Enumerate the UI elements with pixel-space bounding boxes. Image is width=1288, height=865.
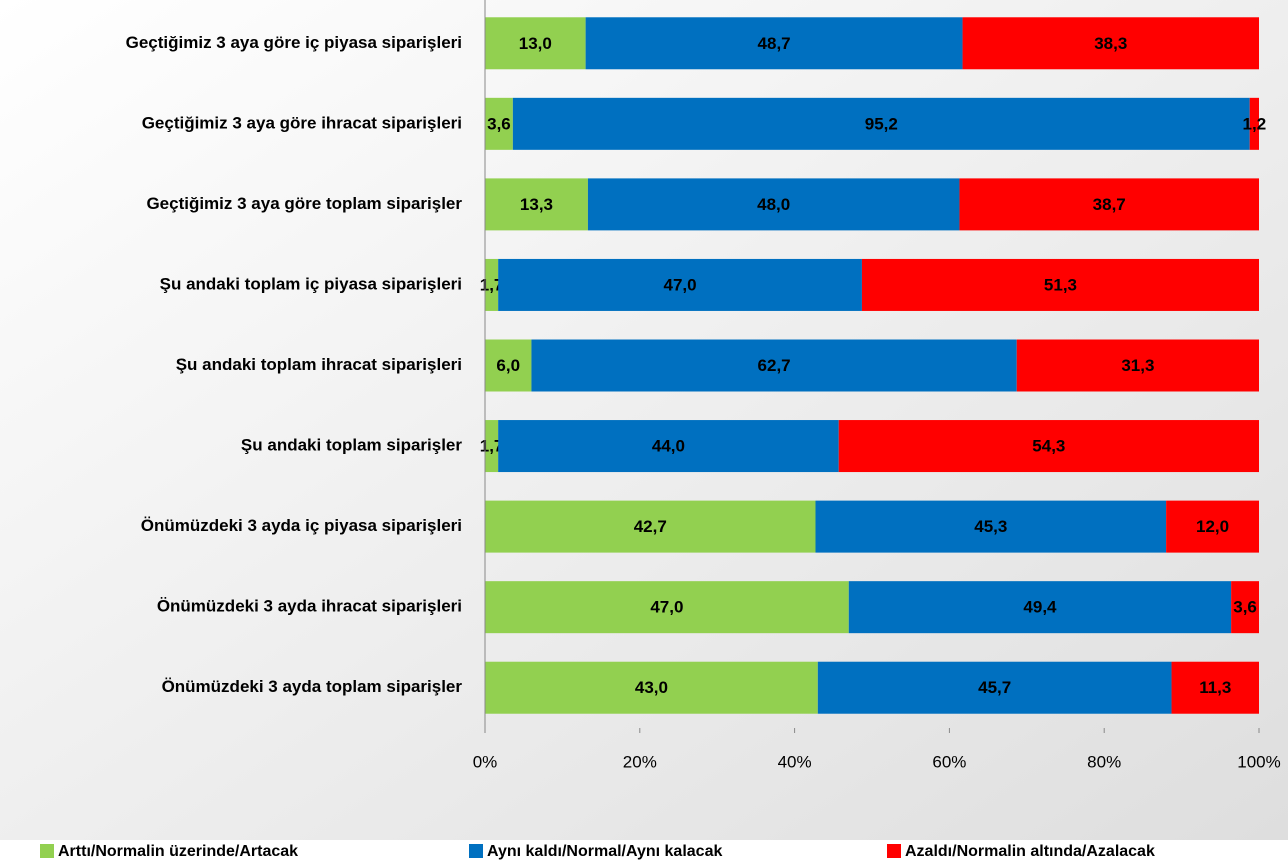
legend-label: Azaldı/Normalin altında/Azalacak (905, 843, 1155, 860)
legend-label: Arttı/Normalin üzerinde/Artacak (58, 843, 298, 860)
x-tick-label: 80% (1087, 752, 1121, 771)
y-tick-label: Önümüzdeki 3 ayda iç piyasa siparişleri (141, 516, 462, 535)
bar-segment (512, 97, 1250, 150)
data-label: 45,3 (974, 517, 1007, 536)
bar-segment (815, 500, 1167, 553)
bar-segment (1016, 339, 1259, 392)
bar-segment (962, 17, 1259, 70)
bar-segment (587, 178, 960, 231)
y-tick-label: Şu andaki toplam ihracat siparişleri (176, 355, 462, 374)
data-label: 1,7 (480, 275, 504, 294)
bar-segment (585, 17, 963, 70)
bar-segment (959, 178, 1259, 231)
legend-swatch (40, 844, 54, 858)
bar-segment (485, 178, 588, 231)
data-label: 95,2 (865, 114, 898, 133)
data-label: 12,0 (1196, 517, 1229, 536)
y-tick-label: Önümüzdeki 3 ayda toplam siparişler (162, 677, 463, 696)
bar-segment (817, 661, 1172, 714)
data-label: 47,0 (664, 275, 697, 294)
y-tick-label: Geçtiğimiz 3 aya göre toplam siparişler (146, 194, 462, 213)
bar-segment (485, 500, 816, 553)
data-label: 44,0 (652, 437, 685, 456)
bar-segment (485, 581, 849, 634)
bar-segment (485, 17, 586, 70)
bar-segment (848, 581, 1232, 634)
data-label: 3,6 (1233, 598, 1257, 617)
bar-segment (1231, 581, 1259, 634)
data-label: 62,7 (758, 356, 791, 375)
data-label: 51,3 (1044, 275, 1077, 294)
data-label: 38,7 (1093, 195, 1126, 214)
data-label: 49,4 (1023, 598, 1057, 617)
data-label: 42,7 (634, 517, 667, 536)
data-label: 3,6 (487, 114, 511, 133)
x-tick-label: 0% (473, 752, 498, 771)
data-label: 11,3 (1199, 678, 1231, 697)
data-label: 48,0 (757, 195, 790, 214)
legend-label: Aynı kaldı/Normal/Aynı kalacak (487, 843, 722, 860)
bar-segment (485, 258, 499, 311)
x-tick-label: 20% (623, 752, 657, 771)
data-label: 31,3 (1121, 356, 1154, 375)
data-label: 54,3 (1032, 437, 1065, 456)
bar-segment (485, 339, 532, 392)
legend-background (0, 840, 1288, 865)
bar-segment (498, 420, 839, 473)
data-label: 1,2 (1243, 114, 1267, 133)
x-tick-label: 60% (932, 752, 966, 771)
bar-segment (485, 661, 818, 714)
data-label: 43,0 (635, 678, 668, 697)
bar-segment (1249, 97, 1259, 150)
data-label: 47,0 (650, 598, 683, 617)
legend-swatch (469, 844, 483, 858)
x-tick-label: 40% (778, 752, 812, 771)
bar-segment (485, 97, 513, 150)
x-tick-label: 100% (1237, 752, 1280, 771)
data-label: 6,0 (496, 356, 520, 375)
data-label: 13,0 (519, 34, 552, 53)
y-tick-label: Geçtiğimiz 3 aya göre iç piyasa siparişl… (126, 33, 462, 52)
y-tick-label: Şu andaki toplam iç piyasa siparişleri (160, 274, 462, 293)
data-label: 48,7 (758, 34, 791, 53)
bar-segment (485, 420, 499, 473)
data-label: 38,3 (1094, 34, 1127, 53)
legend-swatch (887, 844, 901, 858)
bar-segment (838, 420, 1259, 473)
data-label: 13,3 (520, 195, 553, 214)
y-tick-label: Şu andaki toplam siparişler (241, 436, 462, 455)
data-label: 1,7 (480, 437, 504, 456)
bar-segment (1166, 500, 1259, 553)
bar-segment (1171, 661, 1259, 714)
bar-segment (498, 258, 862, 311)
y-tick-label: Önümüzdeki 3 ayda ihracat siparişleri (157, 597, 462, 616)
bar-segment (531, 339, 1017, 392)
data-label: 45,7 (978, 678, 1011, 697)
bar-segment (861, 258, 1259, 311)
y-tick-label: Geçtiğimiz 3 aya göre ihracat siparişler… (142, 113, 462, 132)
